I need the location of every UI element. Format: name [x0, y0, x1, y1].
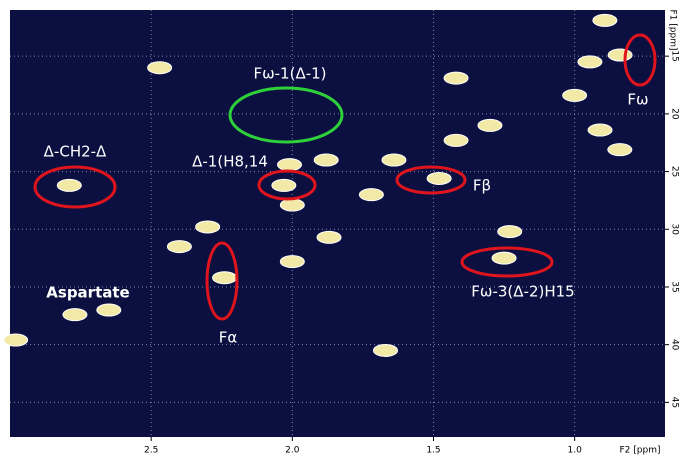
peak	[478, 119, 502, 131]
x-tick-label: 1.0	[567, 446, 582, 456]
annotation: Fβ	[473, 177, 491, 195]
annotation: Fω-3(Δ-2)H15	[471, 283, 574, 301]
peak	[63, 309, 87, 321]
y-tick-label: 35	[670, 281, 680, 292]
page: {"chart_data": {"type": "scatter", "x_la…	[0, 0, 682, 462]
y-tick-label: 40	[670, 339, 680, 351]
peak	[148, 62, 172, 74]
peak	[97, 304, 121, 316]
peak	[608, 144, 632, 156]
annotation: Fω	[627, 91, 648, 109]
peak	[314, 154, 338, 166]
peak	[608, 49, 632, 61]
annotation: Fω-1(Δ-1)	[253, 65, 326, 83]
x-axis-label: F2 [ppm]	[620, 446, 661, 456]
peak	[280, 256, 304, 268]
y-tick-label: 45	[670, 397, 680, 408]
peak	[272, 179, 296, 191]
peak	[167, 241, 191, 253]
peak	[427, 172, 451, 184]
annotation: Δ-1(H8,14	[192, 153, 268, 171]
y-tick-label: 30	[670, 224, 680, 236]
peak	[317, 231, 341, 243]
peak	[359, 189, 383, 201]
peak	[588, 124, 612, 136]
peak	[593, 14, 617, 26]
peak	[213, 272, 237, 284]
plot-area	[10, 10, 665, 437]
peak	[563, 89, 587, 101]
y-axis-label: F1 [ppm]	[668, 10, 678, 51]
annotation: Aspartate	[46, 284, 129, 302]
x-tick-label: 2.0	[285, 446, 300, 456]
peak	[278, 159, 302, 171]
chart: Fω-1(Δ-1) Δ-CH2-Δ Δ-1(H8,14 Aspartate Fα…	[0, 0, 682, 458]
peak	[373, 344, 397, 356]
x-tick-label: 1.5	[426, 446, 440, 456]
y-tick-label: 15	[670, 50, 680, 61]
y-tick-label: 25	[670, 166, 680, 177]
peak	[444, 72, 468, 84]
peak	[578, 56, 602, 68]
peak	[492, 252, 516, 264]
peak	[280, 199, 304, 211]
annotation: Δ-CH2-Δ	[44, 143, 107, 161]
peak	[498, 226, 522, 238]
y-tick-label: 20	[670, 108, 680, 120]
peak	[382, 154, 406, 166]
peak	[196, 221, 220, 233]
peak	[4, 334, 28, 346]
peak	[57, 179, 81, 191]
x-tick-label: 2.5	[144, 446, 158, 456]
peak	[444, 134, 468, 146]
annotation: Fα	[219, 329, 238, 347]
